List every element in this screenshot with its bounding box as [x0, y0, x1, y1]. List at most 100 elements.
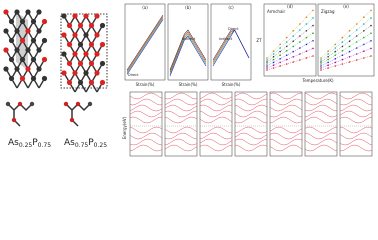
atom	[36, 66, 42, 72]
panel-frame	[339, 91, 373, 157]
atom	[72, 13, 78, 19]
annotation: Indirect	[182, 37, 196, 41]
atom	[8, 56, 15, 63]
atom	[14, 9, 20, 15]
band	[269, 110, 303, 118]
point	[355, 59, 358, 61]
atom	[3, 9, 9, 15]
point	[327, 61, 329, 64]
atom	[41, 18, 48, 25]
panel-frame	[199, 91, 233, 157]
annotation: Direct	[228, 27, 239, 31]
atom	[19, 18, 26, 25]
atom	[14, 66, 20, 72]
band	[164, 126, 198, 134]
band	[304, 110, 338, 118]
atom	[87, 101, 93, 107]
band	[164, 110, 198, 118]
atom	[8, 37, 15, 44]
y-axis-label: ZT	[256, 38, 262, 43]
point	[370, 55, 372, 57]
atom	[36, 47, 42, 53]
band	[164, 116, 198, 124]
band	[339, 126, 373, 134]
band	[339, 92, 373, 100]
band	[129, 144, 163, 152]
band	[199, 132, 233, 140]
band	[339, 104, 373, 112]
band	[199, 104, 233, 112]
band	[164, 138, 198, 146]
curve	[126, 16, 164, 72]
atom	[3, 47, 9, 53]
band	[234, 126, 268, 134]
band	[304, 98, 338, 106]
structure-right	[61, 13, 106, 93]
panel-label: (c)	[228, 5, 234, 10]
point	[292, 50, 295, 53]
curve	[266, 25, 314, 63]
curve	[169, 29, 207, 71]
atom	[61, 13, 67, 19]
structure-left	[3, 9, 48, 89]
band	[199, 92, 233, 100]
band	[129, 138, 163, 146]
point	[305, 57, 308, 59]
x-axis-label: Strain(%)	[136, 82, 155, 87]
point	[279, 65, 281, 67]
atom	[25, 47, 31, 53]
atom	[83, 70, 89, 76]
atom	[83, 51, 89, 57]
atom	[30, 37, 37, 44]
point	[370, 40, 372, 42]
formula-right: As0.75P0.25	[64, 138, 107, 149]
band	[304, 138, 338, 146]
band	[164, 92, 198, 100]
band	[269, 92, 303, 100]
atom	[30, 75, 37, 82]
band	[164, 144, 198, 152]
band	[234, 144, 268, 152]
curve	[320, 33, 372, 65]
point	[334, 58, 337, 60]
y-axis-label: Energy(eV)	[122, 116, 127, 139]
atom	[30, 56, 37, 63]
band	[129, 92, 163, 100]
panel-frame	[263, 3, 317, 77]
atom	[99, 41, 106, 48]
atom	[75, 101, 81, 107]
band	[339, 132, 373, 140]
background	[0, 0, 378, 163]
band	[234, 116, 268, 124]
x-axis-label: Strain(%)	[222, 82, 241, 87]
panel-title: Armchair	[267, 9, 286, 14]
curve	[266, 17, 314, 61]
band	[339, 138, 373, 146]
point	[341, 54, 344, 56]
band	[199, 138, 233, 146]
band	[304, 144, 338, 152]
atom	[41, 37, 48, 44]
point	[299, 47, 301, 49]
curve	[320, 10, 372, 59]
curve	[126, 17, 164, 74]
atom	[94, 13, 100, 19]
atom	[30, 18, 37, 25]
band	[234, 92, 268, 100]
band	[269, 138, 303, 146]
band	[339, 116, 373, 124]
atom	[11, 117, 17, 123]
band	[164, 104, 198, 112]
atom	[77, 41, 84, 48]
band	[304, 92, 338, 100]
atom	[61, 32, 67, 38]
band	[234, 132, 268, 140]
band	[269, 104, 303, 112]
panel-frame	[269, 91, 303, 157]
band	[129, 110, 163, 118]
band	[234, 138, 268, 146]
panel-label: (e)	[343, 4, 349, 9]
point	[272, 64, 275, 66]
band	[199, 110, 233, 118]
band	[339, 144, 373, 152]
